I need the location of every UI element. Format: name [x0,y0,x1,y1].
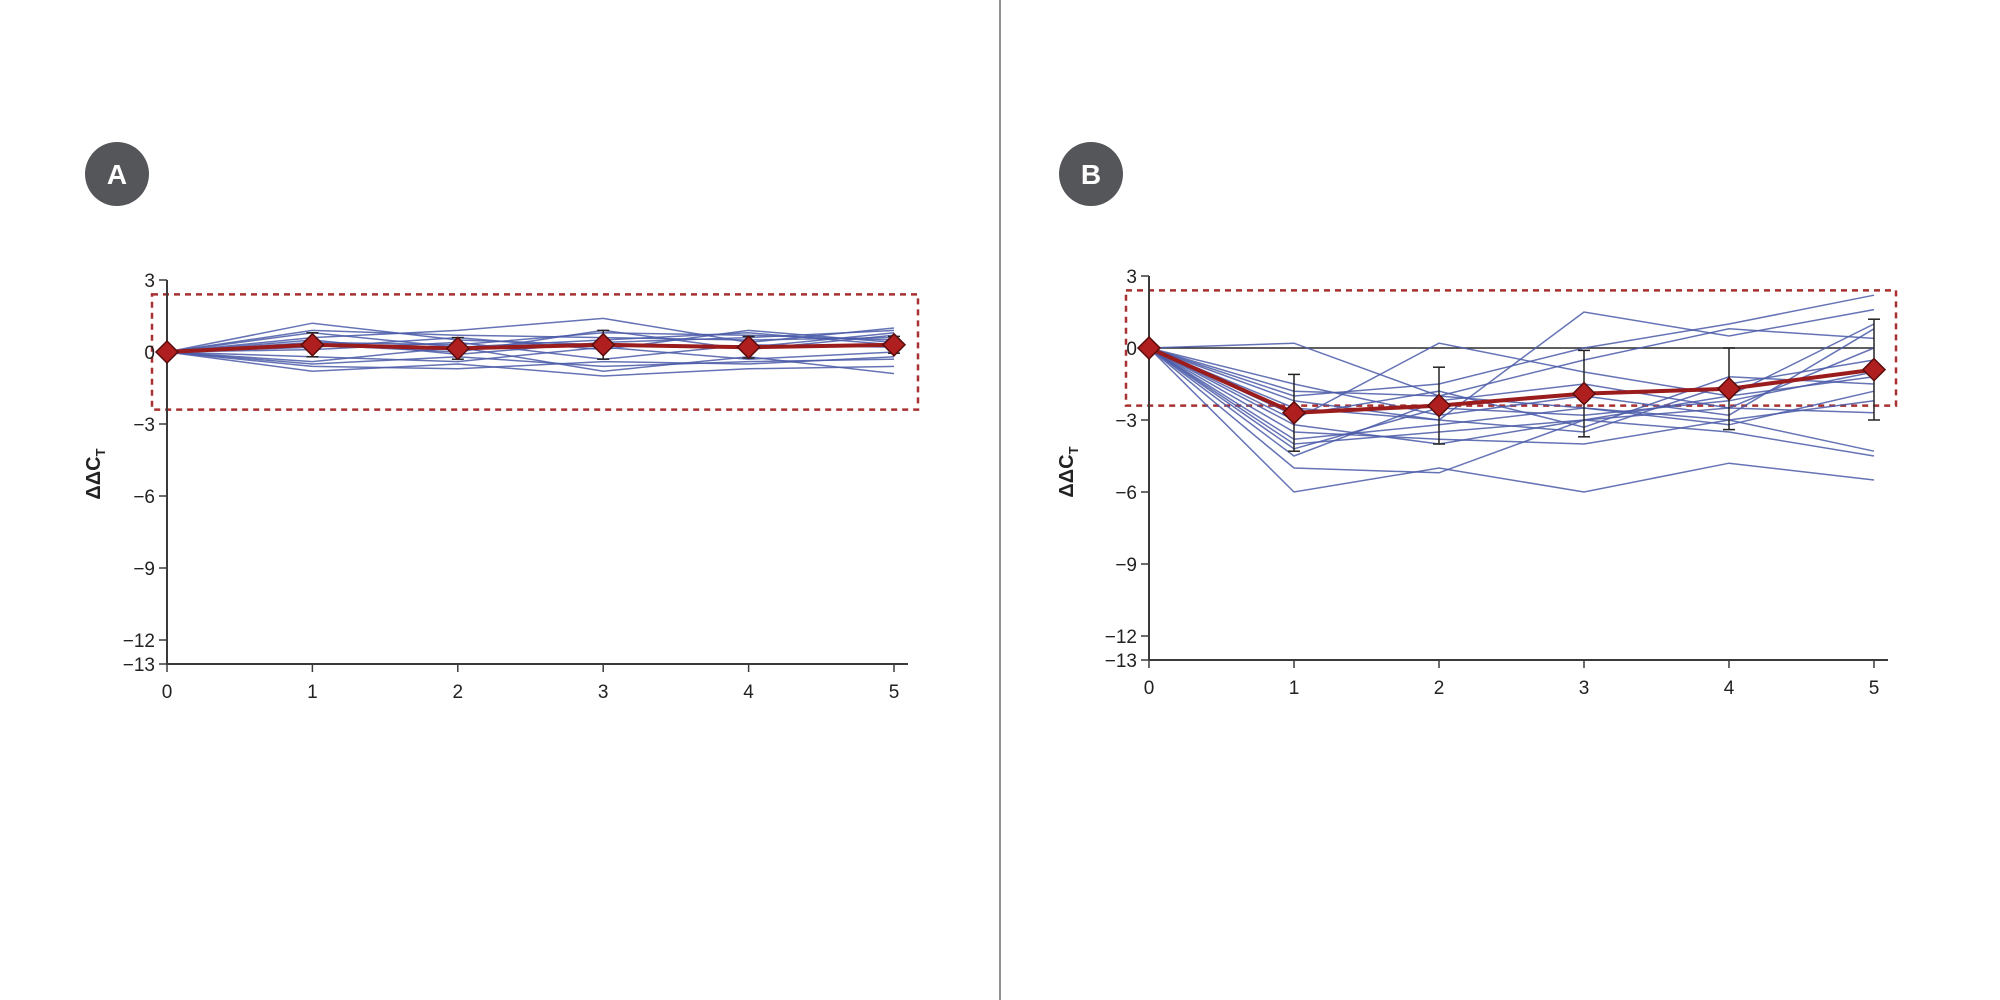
y-tick-label: −6 [1115,483,1137,504]
x-tick-label: 1 [307,682,318,703]
y-axis-label: ΔΔCT [83,448,108,499]
mean-marker [736,335,761,360]
panel-badge [1059,142,1123,206]
y-tick-label: −12 [123,631,155,652]
individual-series-line [166,351,895,368]
mean-marker [1716,376,1742,401]
individual-series-line [166,332,895,353]
y-tick-label: −9 [1115,555,1137,576]
panel-b: B ΔΔCT 3 0 −3 −6 −9 −12 −13 0 1 2 3 4 5 [1056,142,1898,699]
individual-series-line [1148,347,1875,457]
mean-marker [1281,400,1307,425]
mean-series-line [1148,346,1875,415]
individual-series-line [166,351,895,370]
mean-marker [591,332,616,357]
panel-badge-label: A [107,159,127,190]
mean-marker [445,336,470,361]
individual-series-line [1148,347,1875,452]
individual-series-line [1148,328,1875,397]
y-tick-label: 0 [1126,339,1137,360]
individual-series-line [1148,347,1875,493]
individual-series-line [1148,347,1875,474]
y-axis-label-main: ΔΔC [1056,454,1078,497]
x-tick-label: 4 [1724,678,1735,699]
y-tick-label: −3 [1115,411,1137,432]
y-tick-label: −13 [123,655,155,676]
panel-badge [85,142,149,206]
x-tick-label: 2 [453,682,464,703]
x-tick-label: 0 [1144,678,1155,699]
x-tick-label: 5 [889,682,900,703]
x-tick-label: 3 [598,682,609,703]
x-tick-label: 1 [1289,678,1300,699]
panel-a: A ΔΔCT 3 0 −3 −6 −9 −12 −13 0 1 2 3 4 5 [83,142,920,703]
x-tick-label: 2 [1434,678,1445,699]
y-tick-label: 3 [1126,267,1137,288]
y-tick-label: −6 [133,487,155,508]
x-tick-label: 3 [1579,678,1590,699]
y-tick-label: −3 [133,415,155,436]
individual-series-line [1148,347,1875,450]
x-tick-label: 5 [1869,678,1880,699]
y-tick-label: −12 [1105,627,1137,648]
individual-series-line [166,346,895,375]
plot-area: 3 0 −3 −6 −9 −12 −13 0 1 2 3 4 5 [1105,267,1898,699]
y-tick-label: 3 [144,271,155,292]
y-axis-label: ΔΔCT [1056,446,1081,497]
individual-series-line [1148,347,1875,445]
individual-series-line [166,317,895,353]
mean-series-line [166,342,895,354]
individual-series-line [1148,328,1875,416]
mean-marker [1426,393,1452,418]
individual-series-line [1148,308,1875,421]
y-axis-label-subscript: T [93,448,108,456]
y-axis-label-subscript: T [1066,446,1081,454]
individual-series-line [1148,342,1875,421]
x-tick-label: 4 [743,682,754,703]
individual-series-line [166,351,895,377]
panel-badge-label: B [1081,159,1101,190]
x-tick-label: 0 [162,682,173,703]
individual-series-line [1148,347,1875,433]
mean-marker [1136,335,1162,361]
mean-marker [881,332,907,357]
individual-series-line [166,346,895,363]
y-tick-label: −13 [1105,651,1137,672]
individual-series-line [1148,347,1875,440]
mean-marker [1861,357,1887,382]
y-axis-label-main: ΔΔC [83,456,105,499]
y-tick-label: 0 [144,343,155,364]
mean-marker [1571,381,1597,406]
mean-marker [300,332,325,357]
y-tick-label: −9 [133,559,155,580]
plot-area: 3 0 −3 −6 −9 −12 −13 0 1 2 3 4 5 [123,271,920,703]
mean-marker [154,339,180,365]
